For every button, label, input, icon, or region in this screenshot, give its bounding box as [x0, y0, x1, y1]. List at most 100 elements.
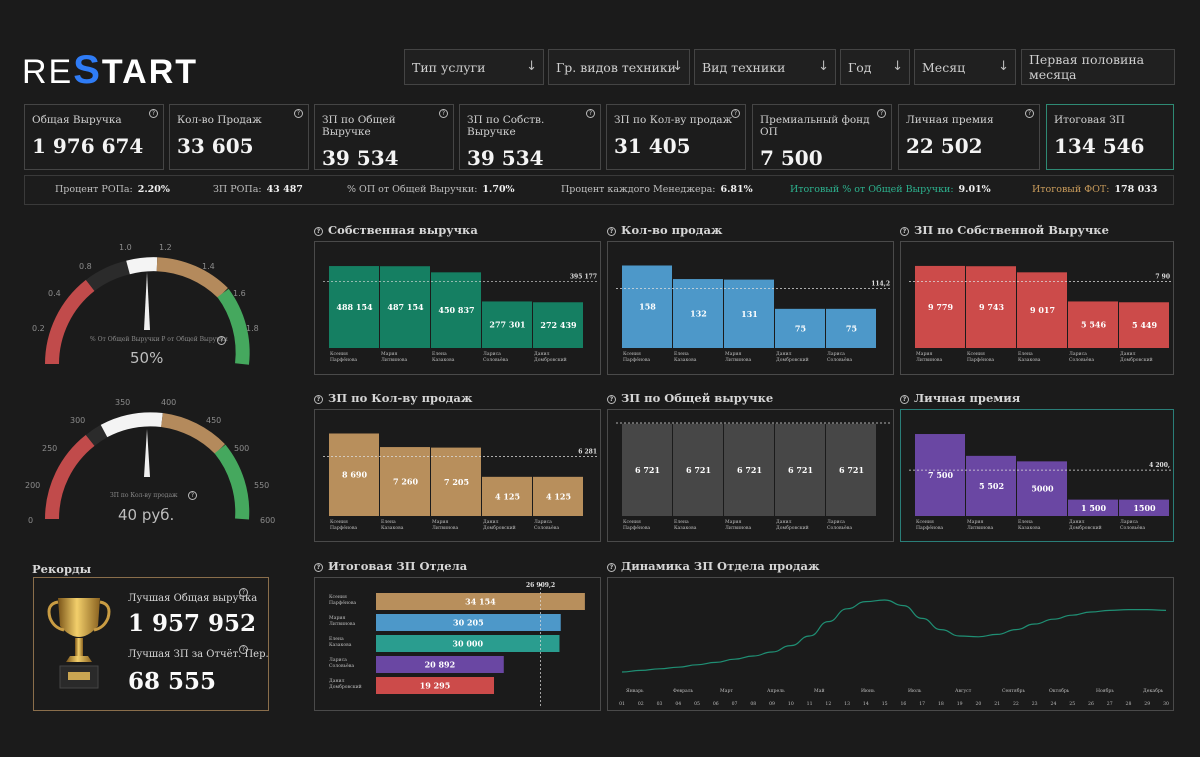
bar[interactable] — [622, 423, 672, 516]
help-icon[interactable]: ? — [731, 109, 740, 118]
stat-label: Процент каждого Менеджера: — [561, 184, 716, 195]
bar[interactable] — [724, 279, 774, 348]
category-label: Ксения — [330, 351, 348, 357]
bar[interactable] — [966, 455, 1016, 516]
filter-equipment-group[interactable]: Гр. видов техники ↓ — [548, 49, 690, 85]
bar[interactable] — [966, 266, 1016, 348]
bar[interactable] — [1068, 499, 1118, 516]
day-label: 16 — [900, 701, 906, 707]
help-icon[interactable]: ? — [607, 227, 616, 236]
bar[interactable] — [1119, 302, 1169, 348]
bar[interactable] — [431, 447, 481, 516]
bar[interactable] — [1068, 301, 1118, 348]
bar[interactable] — [673, 423, 723, 516]
bar[interactable] — [1017, 272, 1067, 348]
bar[interactable] — [826, 423, 876, 516]
chart-panel: Январь Февраль Март Апрель Май Июнь Июль Август… — [607, 577, 1174, 711]
bar[interactable] — [376, 656, 504, 673]
bar-value-label: 8 690 — [342, 470, 367, 480]
kpi-label: Премиальный фонд ОП — [760, 114, 870, 138]
filter-label: Год — [848, 59, 872, 75]
help-icon[interactable]: ? — [607, 563, 616, 572]
gauge-tick: 0.2 — [32, 324, 45, 333]
help-icon[interactable]: ? — [239, 645, 248, 654]
category-label: Домбровский — [1120, 356, 1153, 363]
help-icon[interactable]: ? — [900, 227, 909, 236]
bar[interactable] — [376, 614, 561, 631]
bar[interactable] — [482, 476, 532, 516]
bar[interactable] — [673, 279, 723, 348]
kpi-salary-own-revenue: ЗП по Собств. Выручке 39 534 ? — [459, 104, 601, 170]
bar-value-label: 6 721 — [737, 465, 762, 475]
help-icon[interactable]: ? — [439, 109, 448, 118]
stat-total-fot: Итоговый ФОТ: 178 033 — [1032, 184, 1157, 195]
category-label: Парфёнова — [330, 524, 357, 531]
bar-value-label: 6 721 — [788, 465, 813, 475]
bar[interactable] — [329, 266, 379, 348]
stat-label: ЗП РОПа: — [213, 184, 262, 195]
bar[interactable] — [431, 272, 481, 348]
gauge-tick: 300 — [70, 416, 85, 425]
bar[interactable] — [533, 302, 583, 348]
filter-equipment-type[interactable]: Вид техники ↓ — [694, 49, 836, 85]
bar[interactable] — [380, 447, 430, 516]
help-icon[interactable]: ? — [188, 491, 197, 500]
bar-value-label: 158 — [639, 302, 656, 312]
category-label: Ксения — [967, 351, 985, 357]
bar[interactable] — [622, 265, 672, 348]
line-series[interactable] — [621, 599, 1167, 673]
average-label: 26 909,2 — [526, 582, 555, 589]
bar[interactable] — [775, 423, 825, 516]
help-icon[interactable]: ? — [314, 395, 323, 404]
bar[interactable] — [915, 265, 965, 348]
bar[interactable] — [826, 308, 876, 348]
filter-month[interactable]: Месяц ↓ — [914, 49, 1016, 85]
average-label: 7 90 — [1155, 274, 1170, 281]
help-icon[interactable]: ? — [294, 109, 303, 118]
bar-value-label: 9 017 — [1030, 305, 1055, 315]
help-icon[interactable]: ? — [877, 109, 886, 118]
help-icon[interactable]: ? — [314, 563, 323, 572]
help-icon[interactable]: ? — [239, 588, 248, 597]
bar-value-label: 30 000 — [452, 639, 483, 649]
bar[interactable] — [376, 593, 585, 610]
bar[interactable] — [482, 301, 532, 348]
kpi-label: Кол-во Продаж — [177, 114, 262, 126]
gauge-arc-green — [214, 444, 250, 520]
bar[interactable] — [380, 266, 430, 348]
help-icon[interactable]: ? — [586, 109, 595, 118]
bar[interactable] — [533, 476, 583, 516]
day-label: 13 — [844, 701, 850, 707]
bar-value-label: 4 125 — [546, 491, 571, 501]
help-icon[interactable]: ? — [314, 227, 323, 236]
chart-title-text: ЗП по Кол-ву продаж — [328, 391, 473, 405]
chart-panel: 8 690 Ксения Парфёнова 7 260 Елена Казакова 7 … — [314, 409, 601, 542]
help-icon[interactable]: ? — [149, 109, 158, 118]
filter-label: Первая половина месяца — [1029, 52, 1145, 82]
bar[interactable] — [724, 423, 774, 516]
bar[interactable] — [376, 677, 495, 694]
category-label: Парфёнова — [330, 356, 357, 363]
bar[interactable] — [775, 308, 825, 348]
category-label: Литвинова — [432, 525, 458, 531]
kpi-value: 33 605 — [177, 134, 254, 158]
category-label: Литвинова — [725, 357, 751, 363]
help-icon[interactable]: ? — [217, 336, 226, 345]
category-label: Парфёнова — [623, 524, 650, 531]
filter-month-half[interactable]: Первая половина месяца — [1021, 49, 1175, 85]
help-icon[interactable]: ? — [900, 395, 909, 404]
filter-year[interactable]: Год ↓ — [840, 49, 910, 85]
bar-value-label: 5 502 — [979, 481, 1004, 491]
bar[interactable] — [1017, 461, 1067, 516]
help-icon[interactable]: ? — [1025, 109, 1034, 118]
bar[interactable] — [376, 635, 560, 652]
bar[interactable] — [1119, 499, 1169, 516]
filter-service-type[interactable]: Тип услуги ↓ — [404, 49, 544, 85]
bar[interactable] — [915, 434, 965, 516]
day-label: 14 — [863, 701, 869, 707]
gauge-caption: ЗП по Кол-ву продаж — [110, 492, 178, 499]
bar[interactable] — [329, 433, 379, 516]
help-icon[interactable]: ? — [607, 395, 616, 404]
